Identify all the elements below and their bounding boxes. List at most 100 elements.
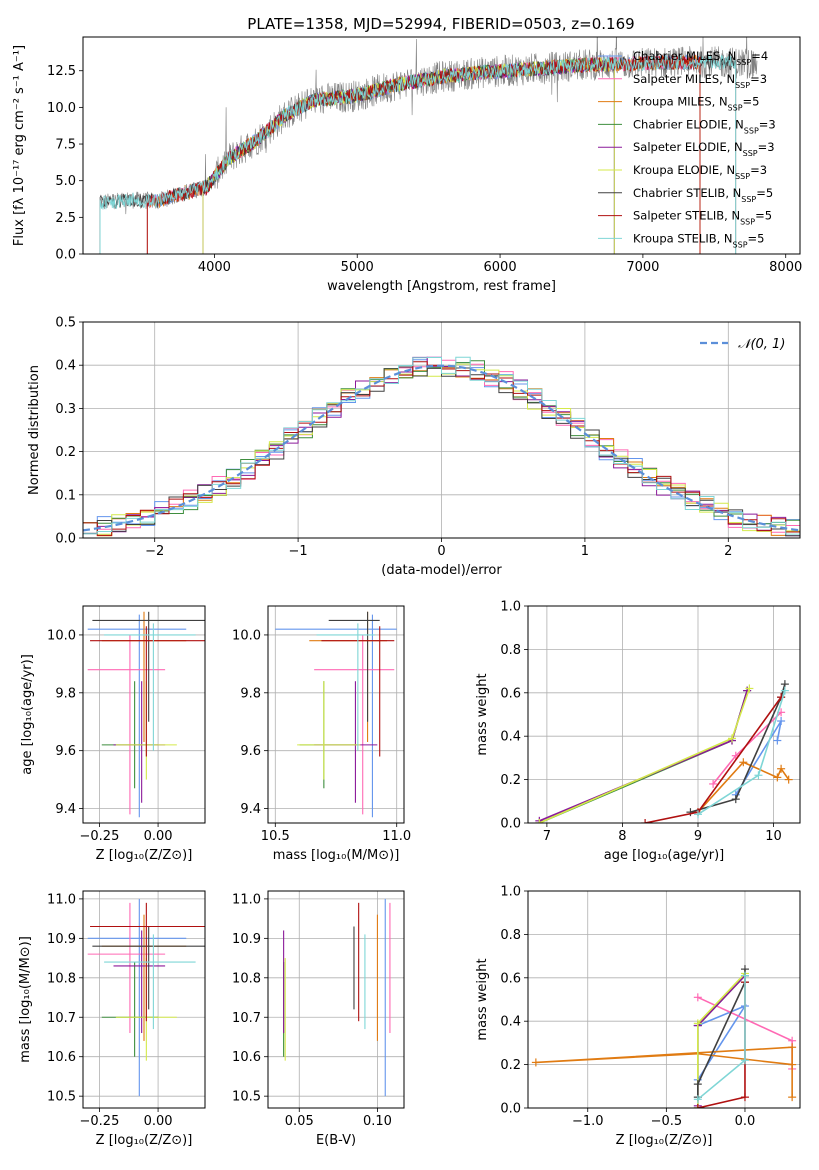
residuals-axes: −2 −1 0 1 2 0.0 0.1 0.2 0.3 0.4 0.5 (data-model)/er…	[27, 316, 800, 578]
sfh-line	[697, 972, 746, 1108]
axis-label-y: age [log₁₀(age/yr)]	[20, 654, 35, 775]
tick-label-y: 10.7	[47, 1011, 76, 1026]
legend-label: Salpeter STELIB, NSSP=5	[633, 209, 772, 227]
tick-label-y: 11.0	[232, 892, 261, 907]
axis-label-x: (data-model)/error	[381, 563, 502, 578]
tick-label-x: 0.00	[144, 829, 173, 844]
age-vs-z-axes: −0.25 0.00 9.4 9.6 9.8 10.0 Z [log₁₀(Z/Z⊙)] age…	[20, 606, 205, 863]
residuals-frame	[82, 321, 801, 539]
tick-label-y: 9.4	[55, 802, 76, 817]
tick-label-x: −0.5	[651, 1114, 683, 1129]
tick-label-y: 0.2	[500, 1058, 521, 1073]
tick-label-x: −1	[289, 544, 308, 559]
mass-vs-ebv-frame	[267, 890, 405, 1109]
axis-label-x: age [log₁₀(age/yr)]	[604, 848, 725, 863]
tick-label-y: 10.0	[232, 628, 261, 643]
axis-label-y: Flux [fλ 10⁻¹⁷ erg cm⁻² s⁻¹ A⁻¹]	[12, 45, 27, 246]
axis-label-x: Z [log₁₀(Z/Z⊙)]	[96, 848, 193, 863]
legend-label: 𝒩(0, 1)	[738, 337, 785, 352]
sfh-line	[697, 975, 746, 1100]
tick-label-y: 10.6	[47, 1050, 76, 1065]
tick-label-y: 9.6	[240, 744, 261, 759]
tick-label-y: 10.0	[47, 628, 76, 643]
legend-label: Chabrier MILES, NSSP=4	[633, 49, 768, 67]
legend-label: Kroupa MILES, NSSP=5	[633, 95, 759, 113]
sfh-line	[539, 688, 751, 823]
mass-vs-z-axes: −0.25 0.00 10.5 10.6 10.7 10.8 10.9 11.0 Z [log₁…	[18, 891, 205, 1148]
tick-label-y: 10.5	[232, 1090, 261, 1105]
tick-label-y: 0.5	[55, 316, 76, 331]
tick-label-y: 1.0	[500, 600, 521, 615]
tick-label-x: 4000	[198, 260, 231, 275]
legend-label: Chabrier STELIB, NSSP=5	[633, 186, 773, 204]
tick-label-x: 10	[765, 829, 782, 844]
tick-label-x: −2	[145, 544, 164, 559]
age-vs-mass-frame	[267, 605, 405, 824]
normal-curve	[83, 364, 800, 532]
tick-label-y: 0.6	[500, 686, 521, 701]
tick-label-x: 7	[543, 829, 551, 844]
axis-label-y: mass weight	[475, 673, 490, 755]
axis-label-x: wavelength [Angstrom, rest frame]	[327, 279, 556, 294]
tick-label-y: 0.4	[500, 1015, 521, 1030]
tick-label-y: 2.5	[55, 211, 76, 226]
tick-label-x: 2	[724, 544, 732, 559]
tick-label-y: 0.8	[500, 928, 521, 943]
tick-label-y: 0.0	[55, 248, 76, 263]
legend-label: Kroupa STELIB, NSSP=5	[633, 231, 764, 249]
tick-label-y: 0.0	[500, 1102, 521, 1117]
tick-label-x: 0.00	[144, 1114, 173, 1129]
axis-label-y: mass weight	[475, 958, 490, 1040]
mass-vs-ebv-axes: 0.05 0.10 10.5 10.6 10.7 10.8 10.9 11.0 E(B-V)	[232, 891, 404, 1148]
tick-label-y: 0.4	[55, 359, 76, 374]
tick-label-x: 0.05	[285, 1114, 314, 1129]
spectrum-frame	[82, 36, 801, 255]
age-vs-z-frame	[82, 605, 206, 824]
figure-title: PLATE=1358, MJD=52994, FIBERID=0503, z=0…	[247, 15, 634, 33]
tick-label-y: 0.0	[55, 532, 76, 547]
sfh-line	[697, 975, 746, 1106]
weight-vs-age-frame	[527, 605, 801, 824]
weight-vs-z-frame	[527, 890, 801, 1109]
weight-vs-z-axes: −1.0 −0.5 0.0 0.0 0.2 0.4 0.6 0.8 1.0 Z [log₁₀(Z/…	[475, 885, 800, 1148]
tick-label-y: 10.6	[232, 1050, 261, 1065]
tick-label-x: 10.5	[261, 829, 290, 844]
axis-label-x: E(B-V)	[316, 1133, 356, 1148]
tick-label-y: 0.3	[55, 402, 76, 417]
tick-label-x: 5000	[341, 260, 374, 275]
axis-label-x: mass [log₁₀(M/M⊙)]	[273, 848, 400, 863]
tick-label-x: −0.25	[80, 829, 120, 844]
tick-label-y: 0.2	[500, 773, 521, 788]
tick-label-y: 0.1	[55, 488, 76, 503]
tick-label-x: 9	[694, 829, 702, 844]
legend-label: Salpeter MILES, NSSP=3	[633, 72, 767, 90]
tick-label-x: −1.0	[572, 1114, 604, 1129]
tick-label-y: 0.4	[500, 730, 521, 745]
sfh-line	[535, 1046, 793, 1098]
tick-label-y: 9.8	[240, 686, 261, 701]
tick-label-x: 0.10	[363, 1114, 392, 1129]
tick-label-x: 1	[581, 544, 589, 559]
tick-label-y: 10.7	[232, 1011, 261, 1026]
tick-label-y: 10.9	[232, 932, 261, 947]
tick-label-y: 10.5	[47, 1090, 76, 1105]
tick-label-y: 11.0	[47, 892, 76, 907]
tick-label-y: 0.8	[500, 643, 521, 658]
tick-label-x: 8	[618, 829, 626, 844]
axis-label-x: Z [log₁₀(Z/Z⊙)]	[96, 1133, 193, 1148]
tick-label-x: 8000	[769, 260, 802, 275]
mass-vs-z-frame	[82, 890, 206, 1109]
tick-label-y: 0.2	[55, 445, 76, 460]
axis-label-y: mass [log₁₀(M/M⊙)]	[18, 936, 33, 1063]
tick-label-y: 9.8	[55, 686, 76, 701]
tick-label-y: 12.5	[47, 64, 76, 79]
legend-label: Chabrier ELODIE, NSSP=3	[633, 117, 776, 135]
tick-label-y: 0.0	[500, 817, 521, 832]
tick-label-x: 0.0	[735, 1114, 756, 1129]
spectrum-model-kroupa-stelib	[99, 54, 737, 254]
axis-label-y: Normed distribution	[27, 365, 42, 495]
spectrum-axes: 4000 5000 6000 7000 8000 0.0 2.5 5.0 7.5 10.0 12.5…	[12, 45, 802, 294]
legend-label: Salpeter ELODIE, NSSP=3	[633, 140, 775, 158]
tick-label-y: 1.0	[500, 885, 521, 900]
